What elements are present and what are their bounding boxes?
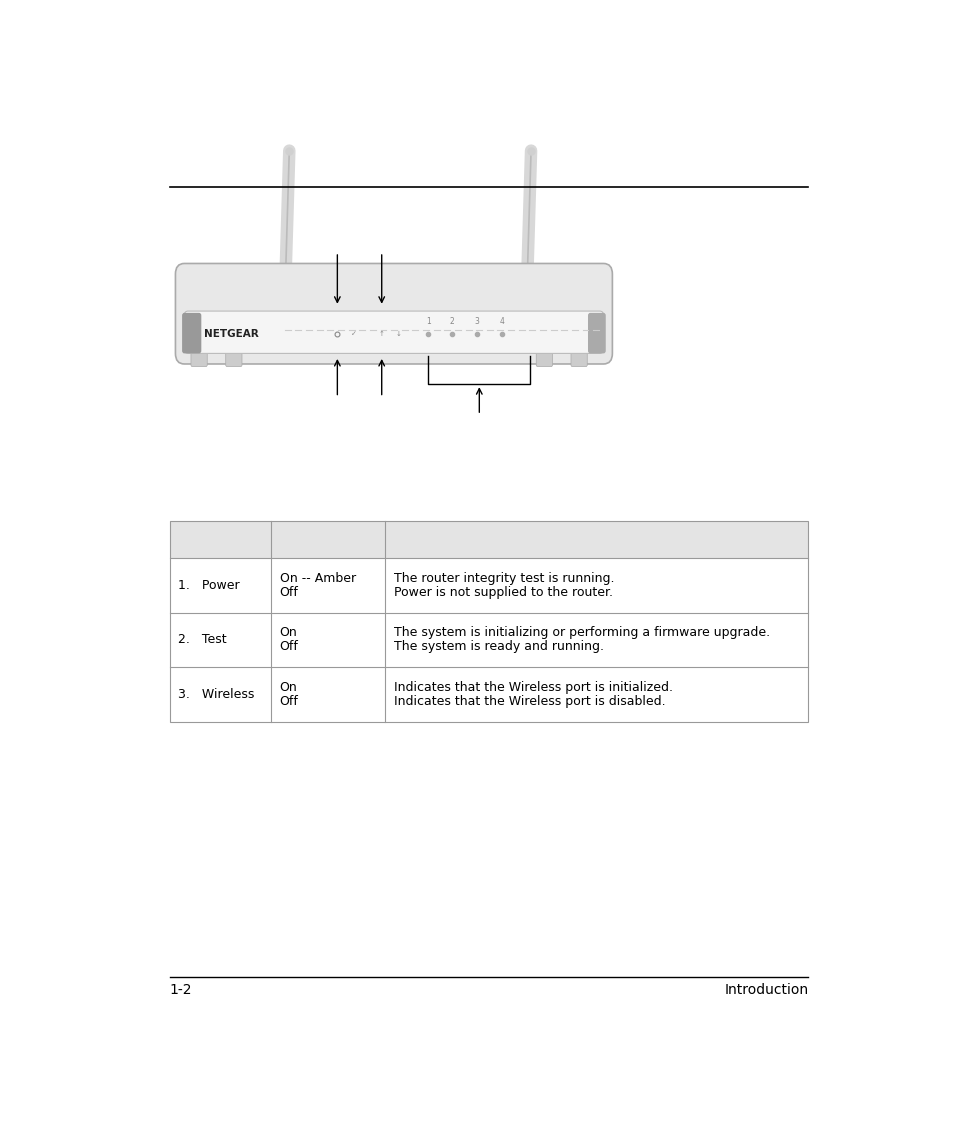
Text: 3.   Wireless: 3. Wireless: [178, 688, 254, 701]
Text: NETGEAR: NETGEAR: [204, 329, 259, 339]
FancyBboxPatch shape: [191, 350, 207, 366]
Text: The router integrity test is running.: The router integrity test is running.: [394, 571, 614, 585]
Text: On: On: [279, 681, 297, 694]
Text: 1: 1: [425, 317, 430, 326]
Text: The system is ready and running.: The system is ready and running.: [394, 640, 603, 654]
Text: Off: Off: [279, 586, 298, 599]
Text: 2.   Test: 2. Test: [178, 633, 227, 647]
Text: On -- Amber: On -- Amber: [279, 571, 355, 585]
Text: Introduction: Introduction: [723, 982, 807, 997]
Text: The system is initializing or performing a firmware upgrade.: The system is initializing or performing…: [394, 626, 770, 639]
Bar: [170, 521, 807, 558]
Text: Indicates that the Wireless port is initialized.: Indicates that the Wireless port is init…: [394, 681, 673, 694]
Bar: [170, 521, 807, 722]
Text: Indicates that the Wireless port is disabled.: Indicates that the Wireless port is disa…: [394, 695, 665, 708]
Text: 3: 3: [475, 317, 479, 326]
FancyBboxPatch shape: [571, 350, 587, 366]
Text: 2: 2: [449, 317, 454, 326]
Text: ↑: ↑: [378, 331, 384, 337]
Text: Power is not supplied to the router.: Power is not supplied to the router.: [394, 586, 613, 599]
Text: 1.   Power: 1. Power: [178, 578, 240, 592]
Text: On: On: [279, 626, 297, 639]
Text: 1-2: 1-2: [170, 982, 192, 997]
FancyBboxPatch shape: [536, 350, 552, 366]
Text: ✓: ✓: [351, 331, 357, 337]
FancyBboxPatch shape: [184, 311, 603, 354]
FancyBboxPatch shape: [587, 313, 605, 354]
Text: Off: Off: [279, 640, 298, 654]
Text: ↓: ↓: [395, 331, 401, 337]
Text: Off: Off: [279, 695, 298, 708]
FancyBboxPatch shape: [175, 263, 612, 364]
FancyBboxPatch shape: [226, 350, 242, 366]
Text: 4: 4: [499, 317, 504, 326]
FancyBboxPatch shape: [182, 313, 201, 354]
